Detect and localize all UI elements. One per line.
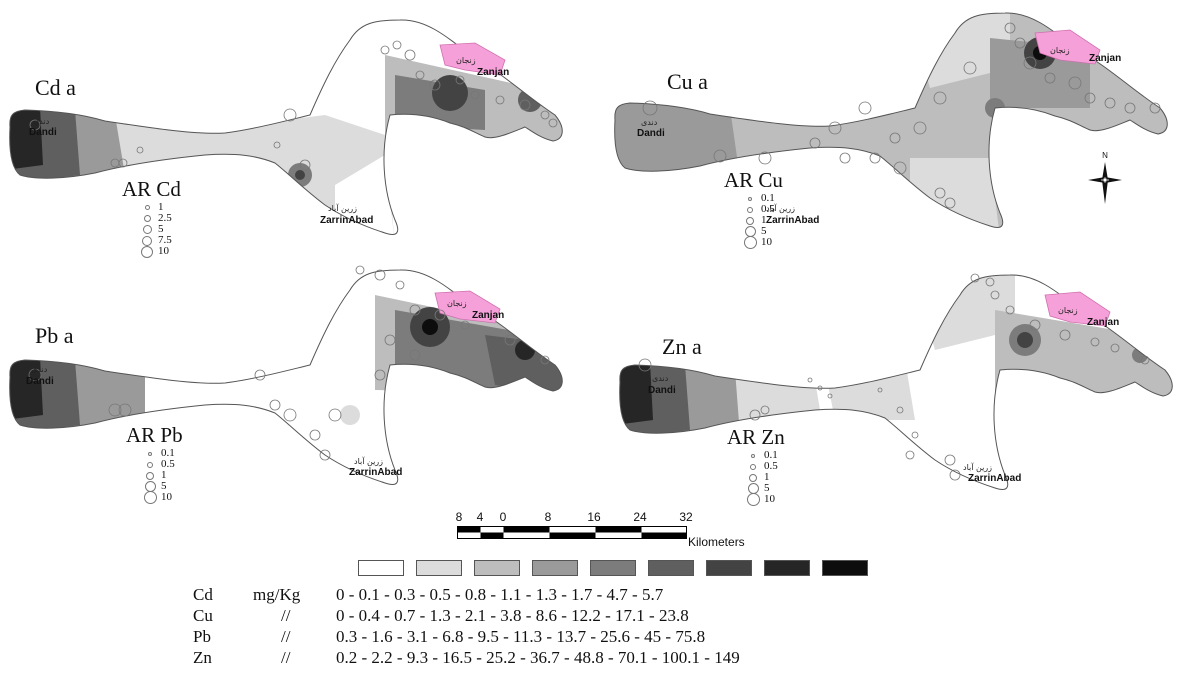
legend-cu-value: 1 (761, 214, 767, 226)
scale-unit: Kilometers (688, 535, 745, 549)
legend-cu: 0.1 0.5 1 5 10 (743, 192, 775, 249)
map-cu-basin (614, 12, 1168, 228)
legend-pb-value: 10 (161, 491, 172, 503)
place-label-zarrinabad-fa: زرین آباد (354, 457, 384, 466)
class-values: 0 - 0.4 - 0.7 - 1.3 - 2.1 - 3.8 - 8.6 - … (336, 606, 689, 625)
place-label-zanjan: Zanjan (477, 67, 510, 78)
place-label-zarrinabad-fa: زرین آباد (766, 204, 796, 213)
class-swatch (648, 560, 694, 576)
legend-cd: 1 2.5 5 7.5 10 (140, 201, 172, 258)
place-label-dandi: Dandi (637, 128, 665, 139)
class-element: Cd (193, 585, 213, 604)
class-swatch (764, 560, 810, 576)
place-label-dandi: Dandi (29, 127, 57, 138)
place-label-zanjan-fa: زنجان (1058, 306, 1078, 315)
class-element: Zn (193, 648, 212, 667)
class-swatch (358, 560, 404, 576)
place-label-zarrinabad-fa: زرین آباد (963, 463, 993, 472)
place-label-zanjan-fa: زنجان (1050, 46, 1070, 55)
map-cd-basin (9, 19, 563, 235)
scale-tick: 32 (679, 510, 693, 524)
place-label-zarrinabad-fa: زرین آباد (328, 204, 358, 213)
map-pb (5, 265, 575, 495)
panel-title-cu: Cu a (667, 69, 708, 94)
legend-cu-value: 0.1 (761, 192, 775, 204)
legend-pb-value: 0.5 (161, 458, 175, 470)
legend-pb-value: 0.1 (161, 447, 175, 459)
class-values: 0.3 - 1.6 - 3.1 - 6.8 - 9.5 - 11.3 - 13.… (336, 627, 706, 646)
class-swatches (358, 560, 868, 576)
scale-tick: 24 (633, 510, 647, 524)
place-label-dandi-fa: دندی (31, 365, 48, 374)
north-label: N (1102, 151, 1108, 160)
scale-tick: 8 (544, 510, 552, 524)
place-label-dandi-fa: دندی (33, 117, 50, 126)
legend-cu-value: 10 (761, 236, 772, 248)
map-cd (5, 15, 575, 245)
scale-tick: 0 (499, 510, 507, 524)
legend-zn: 0.1 0.5 1 5 10 (746, 449, 778, 506)
legend-cd-value: 5 (158, 223, 164, 235)
legend-zn-value: 10 (764, 493, 775, 505)
class-unit: mg/Kg (253, 585, 301, 604)
legend-cd-value: 7.5 (158, 234, 172, 246)
panel-title-pb: Pb a (35, 323, 74, 348)
place-label-zarrinabad: ZarrinAbad (320, 215, 374, 226)
legend-pb-value: 1 (161, 469, 167, 481)
legend-zn-value: 0.5 (764, 460, 778, 472)
place-label-zanjan-fa: زنجان (447, 299, 467, 308)
class-unit: // (281, 606, 291, 625)
map-pb-basin (9, 265, 563, 485)
place-label-dandi: Dandi (26, 376, 54, 387)
legend-zn-value: 0.1 (764, 449, 778, 461)
legend-cd-value: 1 (158, 201, 164, 213)
class-swatch (532, 560, 578, 576)
class-element: Cu (193, 606, 213, 625)
scale-bar: 8 4 0 8 16 24 32 Kilometers (455, 510, 755, 550)
legend-zn-value: 5 (764, 482, 770, 494)
class-unit: // (281, 648, 291, 667)
class-unit: // (281, 627, 291, 646)
map-cu (610, 8, 1180, 238)
legend-title-pb: AR Pb (126, 423, 183, 447)
place-label-zanjan-fa: زنجان (456, 56, 476, 65)
scale-bar-graphic (457, 526, 687, 539)
map-zn-basin (619, 273, 1173, 490)
place-label-dandi-fa: دندی (652, 374, 669, 383)
class-element: Pb (193, 627, 211, 646)
panel-title-zn: Zn a (662, 334, 702, 359)
scale-tick: 4 (476, 510, 484, 524)
legend-cd-value: 10 (158, 245, 169, 257)
place-label-zarrinabad: ZarrinAbad (766, 215, 820, 226)
legend-title-cu: AR Cu (724, 168, 783, 192)
class-values: 0.2 - 2.2 - 9.3 - 16.5 - 25.2 - 36.7 - 4… (336, 648, 740, 667)
north-arrow: N (1086, 150, 1124, 206)
scale-tick: 16 (587, 510, 601, 524)
legend-zn-value: 1 (764, 471, 770, 483)
place-label-zanjan: Zanjan (472, 310, 505, 321)
panel-title-cd: Cd a (35, 75, 76, 100)
place-label-zanjan: Zanjan (1087, 317, 1120, 328)
legend-cu-value: 0.5 (761, 203, 775, 215)
place-label-zarrinabad: ZarrinAbad (968, 473, 1022, 484)
legend-title-zn: AR Zn (727, 425, 785, 449)
legend-title-cd: AR Cd (122, 177, 181, 201)
place-label-zanjan: Zanjan (1089, 53, 1122, 64)
class-swatch (416, 560, 462, 576)
legend-pb-value: 5 (161, 480, 167, 492)
class-values: 0 - 0.1 - 0.3 - 0.5 - 0.8 - 1.1 - 1.3 - … (336, 585, 664, 604)
map-zn (615, 270, 1180, 500)
legend-pb: 0.1 0.5 1 5 10 (143, 447, 175, 504)
class-swatch (822, 560, 868, 576)
class-swatch (590, 560, 636, 576)
place-label-dandi-fa: دندی (641, 118, 658, 127)
legend-cd-value: 2.5 (158, 212, 172, 224)
compass-icon: N (1088, 151, 1122, 204)
legend-cu-value: 5 (761, 225, 767, 237)
class-swatch (706, 560, 752, 576)
class-swatch (474, 560, 520, 576)
place-label-zarrinabad: ZarrinAbad (349, 467, 403, 478)
scale-tick: 8 (455, 510, 463, 524)
place-label-dandi: Dandi (648, 385, 676, 396)
